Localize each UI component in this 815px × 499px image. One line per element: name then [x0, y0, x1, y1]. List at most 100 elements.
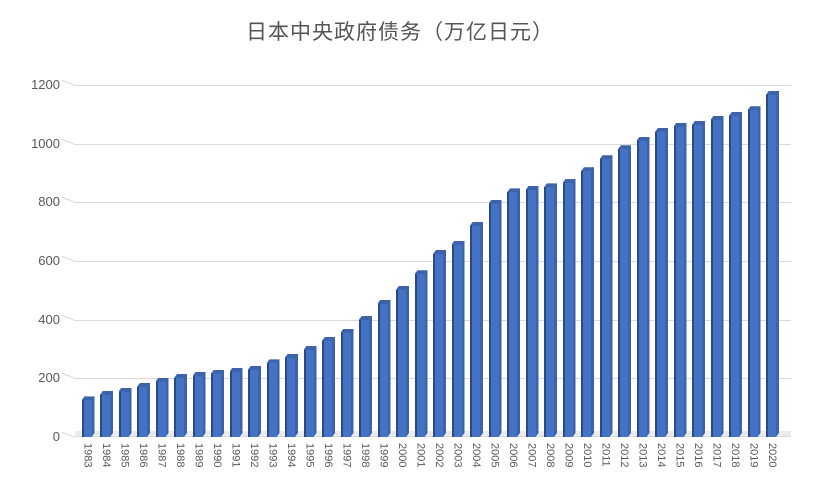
bar-front-face — [655, 131, 665, 437]
bar-front-face — [525, 190, 536, 437]
x-axis-label-1994: 1994 — [285, 443, 297, 468]
bar-front-face — [285, 357, 295, 437]
x-axis-label-2020: 2020 — [766, 443, 778, 468]
bar-1998 — [359, 316, 372, 437]
x-axis-label-2011: 2011 — [599, 443, 612, 467]
bar-front-face — [747, 110, 758, 437]
y-axis-tick-600 — [61, 255, 76, 262]
bar-2010 — [581, 167, 594, 437]
bar-front-face — [137, 386, 147, 437]
bar-front-face — [248, 369, 258, 437]
gridline-800 — [75, 202, 791, 204]
bar-front-face — [359, 319, 369, 437]
y-axis-label-0: 0 — [52, 429, 60, 444]
x-axis-label-2013: 2013 — [636, 443, 649, 468]
bar-1989 — [192, 372, 206, 437]
gridline-1000 — [75, 143, 791, 145]
bar-front-face — [174, 378, 184, 437]
bar-front-face — [192, 375, 203, 437]
bar-2007 — [525, 186, 539, 437]
y-axis-label-800: 800 — [38, 194, 60, 210]
bar-2008 — [544, 183, 557, 437]
bar-1991 — [229, 368, 243, 437]
y-axis-tick-1200 — [61, 79, 76, 86]
bar-front-face — [470, 225, 480, 437]
bar-1987 — [155, 378, 169, 437]
y-axis-tick-400 — [61, 314, 76, 321]
bar-2006 — [507, 188, 520, 437]
plot-area — [61, 79, 791, 438]
bar-front-face — [673, 126, 684, 437]
bar-front-face — [729, 115, 739, 437]
x-axis-label-1993: 1993 — [266, 443, 279, 468]
bar-front-face — [340, 332, 351, 437]
bar-1990 — [211, 370, 224, 437]
bar-front-face — [507, 192, 517, 437]
bar-front-face — [544, 187, 554, 437]
bar-2020 — [766, 91, 779, 437]
bar-front-face — [100, 394, 110, 437]
bar-2001 — [414, 270, 428, 437]
bar-2012 — [618, 145, 631, 437]
bar-front-face — [766, 94, 776, 437]
bar-front-face — [581, 171, 591, 437]
bar-2000 — [396, 286, 409, 437]
bar-1983 — [81, 396, 95, 437]
bar-front-face — [322, 340, 332, 437]
bar-front-face — [303, 349, 314, 437]
x-axis-label-1997: 1997 — [340, 443, 353, 468]
y-axis-tick-0 — [61, 431, 76, 438]
bar-2002 — [433, 250, 446, 437]
x-axis-label-2016: 2016 — [692, 443, 704, 468]
x-axis-label-1988: 1988 — [174, 443, 186, 468]
bar-1992 — [248, 366, 261, 437]
bar-front-face — [562, 182, 573, 437]
x-axis-label-2017: 2017 — [710, 443, 723, 468]
bar-front-face — [433, 253, 443, 437]
x-axis-label-2000: 2000 — [396, 443, 408, 468]
bar-1993 — [266, 359, 280, 437]
x-axis-label-1992: 1992 — [248, 443, 260, 468]
x-axis-label-2004: 2004 — [470, 443, 482, 468]
y-axis-label-200: 200 — [38, 370, 60, 386]
bar-front-face — [377, 303, 388, 437]
y-axis-label-600: 600 — [38, 253, 60, 268]
bar-front-face — [710, 119, 721, 437]
x-axis-label-1987: 1987 — [155, 443, 168, 468]
bar-front-face — [155, 381, 166, 437]
x-axis-label-2009: 2009 — [562, 443, 575, 468]
y-axis-label-400: 400 — [38, 311, 60, 327]
bar-front-face — [599, 159, 610, 437]
bar-front-face — [636, 140, 647, 437]
bar-1984 — [100, 391, 113, 437]
x-axis-label-1989: 1989 — [192, 443, 205, 468]
bar-2011 — [599, 155, 613, 437]
bar-front-face — [414, 274, 425, 437]
bar-1995 — [303, 346, 317, 437]
x-axis-label-1984: 1984 — [100, 443, 112, 468]
y-axis-tick-1000 — [61, 138, 76, 145]
x-axis-label-2010: 2010 — [581, 443, 593, 468]
x-axis-label-2005: 2005 — [488, 443, 501, 468]
x-axis-label-2018: 2018 — [729, 443, 741, 468]
bar-1988 — [174, 374, 187, 437]
chart-title: 日本中央政府债务（万亿日元） — [246, 21, 554, 44]
x-axis-label-1991: 1991 — [229, 443, 242, 468]
x-axis-label-1986: 1986 — [137, 443, 149, 468]
y-axis-label-1000: 1000 — [31, 135, 60, 151]
bar-front-face — [81, 400, 92, 437]
x-axis-label-2002: 2002 — [433, 443, 445, 468]
bar-2009 — [562, 179, 576, 437]
bar-1997 — [340, 329, 354, 437]
bar-1986 — [137, 383, 150, 437]
x-axis-label-1998: 1998 — [359, 443, 371, 468]
y-axis-label-1200: 1200 — [31, 77, 60, 92]
x-axis-label-1996: 1996 — [322, 443, 334, 468]
x-axis-label-2014: 2014 — [655, 443, 667, 468]
bar-2014 — [655, 128, 668, 437]
bar-2015 — [673, 123, 687, 437]
bar-2016 — [692, 121, 705, 437]
bar-front-face — [396, 289, 406, 437]
bar-2018 — [729, 112, 742, 437]
